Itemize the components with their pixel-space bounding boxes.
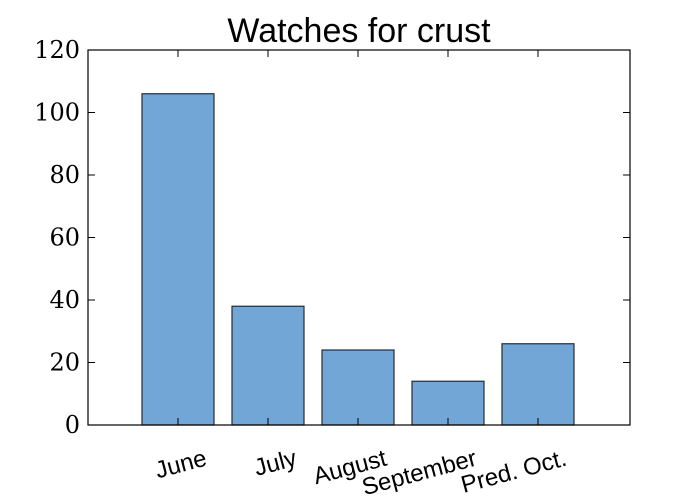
y-tick-label: 100 [34, 99, 80, 127]
bar-july [231, 305, 305, 426]
y-tick-label: 0 [65, 411, 80, 439]
bar-june [141, 93, 215, 426]
y-tick-label: 60 [49, 224, 80, 252]
y-tick-label: 80 [49, 161, 80, 189]
plot-frame [87, 49, 631, 426]
y-tick-label: 120 [34, 36, 80, 64]
y-tick-label: 20 [49, 349, 80, 377]
chart-title: Watches for crust [227, 12, 491, 50]
x-tick-label: June [152, 445, 209, 485]
bar-september [411, 380, 485, 426]
x-tick-label: Pred. Oct. [458, 445, 569, 499]
y-tick-label: 40 [49, 286, 80, 314]
y-axis: 0 20 40 60 80 100 120 [34, 36, 630, 439]
bars-group [141, 93, 575, 426]
bar-pred-oct [501, 343, 575, 426]
bar-august [321, 349, 395, 426]
x-tick-label: July [251, 445, 299, 482]
